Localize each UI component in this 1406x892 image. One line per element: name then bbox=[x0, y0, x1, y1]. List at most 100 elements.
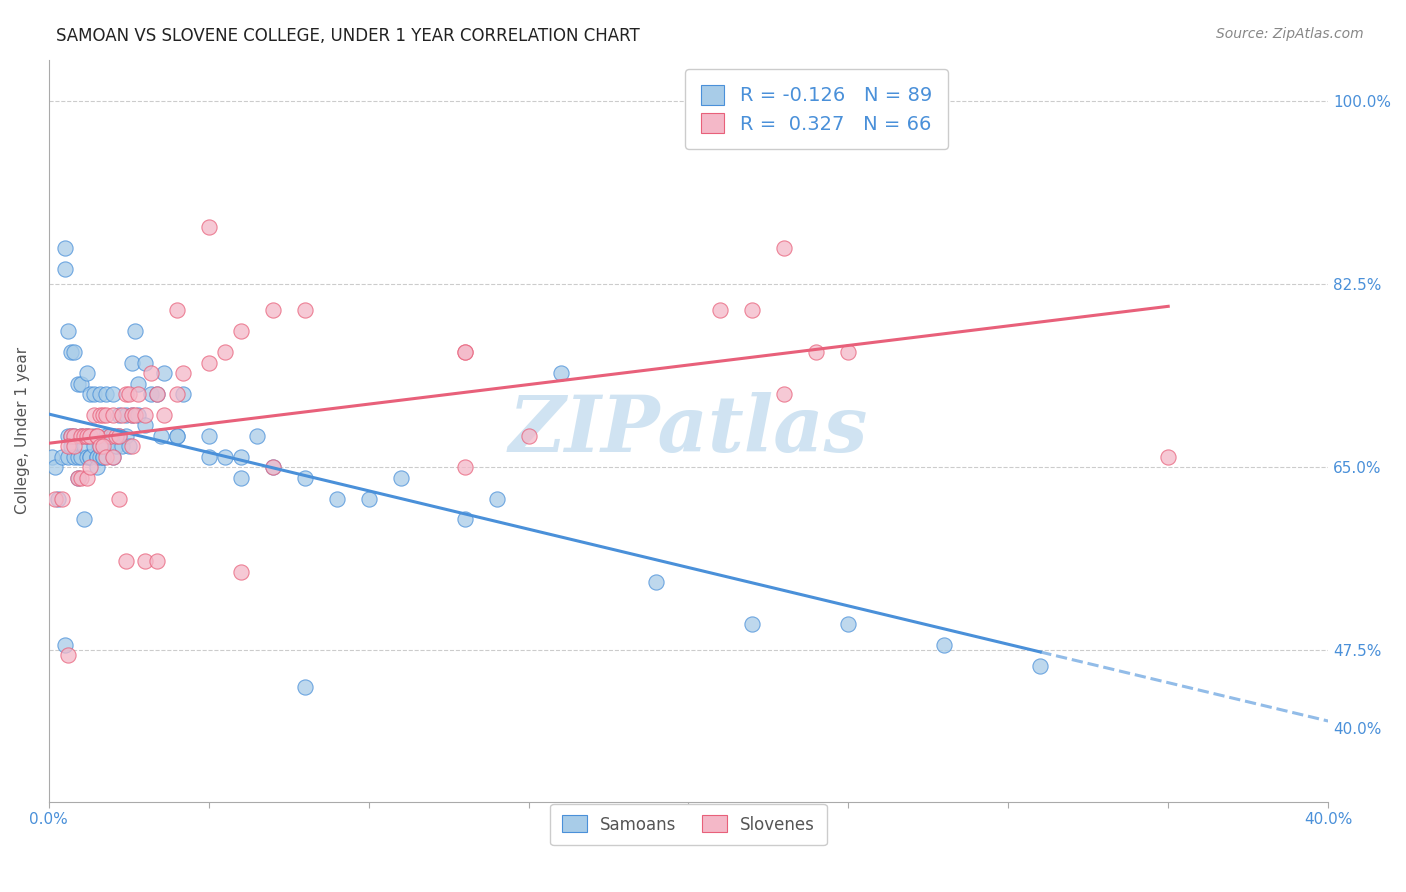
Point bbox=[453, 345, 475, 359]
Point bbox=[118, 439, 141, 453]
Point bbox=[108, 429, 131, 443]
Point bbox=[73, 429, 96, 443]
Point bbox=[837, 345, 859, 359]
Point bbox=[44, 491, 66, 506]
Point bbox=[69, 429, 91, 443]
Point bbox=[172, 387, 194, 401]
Point bbox=[89, 439, 111, 453]
Point bbox=[127, 387, 149, 401]
Point bbox=[146, 387, 169, 401]
Point bbox=[118, 387, 141, 401]
Point bbox=[294, 470, 316, 484]
Point bbox=[86, 450, 108, 464]
Point bbox=[741, 616, 763, 631]
Point bbox=[63, 345, 86, 359]
Point bbox=[114, 408, 136, 422]
Point bbox=[229, 324, 252, 338]
Text: ZIPatlas: ZIPatlas bbox=[509, 392, 868, 469]
Point bbox=[121, 408, 143, 422]
Point bbox=[56, 429, 79, 443]
Point bbox=[773, 241, 796, 255]
Point bbox=[934, 638, 956, 652]
Legend: Samoans, Slovenes: Samoans, Slovenes bbox=[550, 804, 827, 846]
Point bbox=[63, 450, 86, 464]
Point bbox=[51, 491, 73, 506]
Point bbox=[229, 565, 252, 579]
Text: SAMOAN VS SLOVENE COLLEGE, UNDER 1 YEAR CORRELATION CHART: SAMOAN VS SLOVENE COLLEGE, UNDER 1 YEAR … bbox=[56, 27, 640, 45]
Point bbox=[86, 460, 108, 475]
Point bbox=[60, 429, 83, 443]
Point bbox=[86, 450, 108, 464]
Point bbox=[76, 429, 98, 443]
Point bbox=[89, 408, 111, 422]
Point bbox=[69, 376, 91, 391]
Point bbox=[709, 303, 731, 318]
Point bbox=[46, 491, 69, 506]
Point bbox=[101, 450, 124, 464]
Point bbox=[63, 429, 86, 443]
Point bbox=[645, 575, 668, 590]
Point bbox=[53, 241, 76, 255]
Point bbox=[357, 491, 380, 506]
Point bbox=[76, 429, 98, 443]
Point bbox=[134, 408, 156, 422]
Point bbox=[96, 429, 118, 443]
Point bbox=[111, 408, 134, 422]
Point bbox=[104, 439, 127, 453]
Point bbox=[91, 408, 114, 422]
Point bbox=[66, 376, 89, 391]
Point bbox=[149, 429, 172, 443]
Point bbox=[86, 429, 108, 443]
Point bbox=[114, 387, 136, 401]
Point bbox=[69, 470, 91, 484]
Point bbox=[108, 491, 131, 506]
Point bbox=[229, 470, 252, 484]
Point bbox=[101, 429, 124, 443]
Point bbox=[56, 324, 79, 338]
Point bbox=[76, 450, 98, 464]
Point bbox=[773, 387, 796, 401]
Point bbox=[197, 450, 219, 464]
Point bbox=[60, 345, 83, 359]
Point bbox=[325, 491, 347, 506]
Point bbox=[134, 418, 156, 433]
Point bbox=[73, 512, 96, 526]
Point bbox=[96, 450, 118, 464]
Point bbox=[79, 429, 101, 443]
Point bbox=[96, 439, 118, 453]
Point bbox=[101, 408, 124, 422]
Point bbox=[389, 470, 412, 484]
Text: Source: ZipAtlas.com: Source: ZipAtlas.com bbox=[1216, 27, 1364, 41]
Point bbox=[83, 439, 105, 453]
Point bbox=[197, 219, 219, 234]
Point bbox=[79, 460, 101, 475]
Point bbox=[134, 554, 156, 568]
Point bbox=[108, 429, 131, 443]
Point bbox=[73, 439, 96, 453]
Point bbox=[121, 439, 143, 453]
Point bbox=[146, 387, 169, 401]
Point bbox=[741, 303, 763, 318]
Point bbox=[96, 387, 118, 401]
Point bbox=[127, 408, 149, 422]
Point bbox=[91, 450, 114, 464]
Point bbox=[172, 366, 194, 380]
Point bbox=[83, 429, 105, 443]
Point bbox=[111, 439, 134, 453]
Point bbox=[197, 429, 219, 443]
Point bbox=[134, 356, 156, 370]
Point bbox=[76, 470, 98, 484]
Point bbox=[83, 408, 105, 422]
Point bbox=[91, 439, 114, 453]
Point bbox=[124, 408, 146, 422]
Point bbox=[63, 439, 86, 453]
Y-axis label: College, Under 1 year: College, Under 1 year bbox=[15, 347, 30, 514]
Point bbox=[166, 303, 188, 318]
Point bbox=[98, 429, 121, 443]
Point bbox=[294, 303, 316, 318]
Point bbox=[86, 429, 108, 443]
Point bbox=[89, 387, 111, 401]
Point bbox=[166, 387, 188, 401]
Point bbox=[53, 261, 76, 276]
Point bbox=[517, 429, 540, 443]
